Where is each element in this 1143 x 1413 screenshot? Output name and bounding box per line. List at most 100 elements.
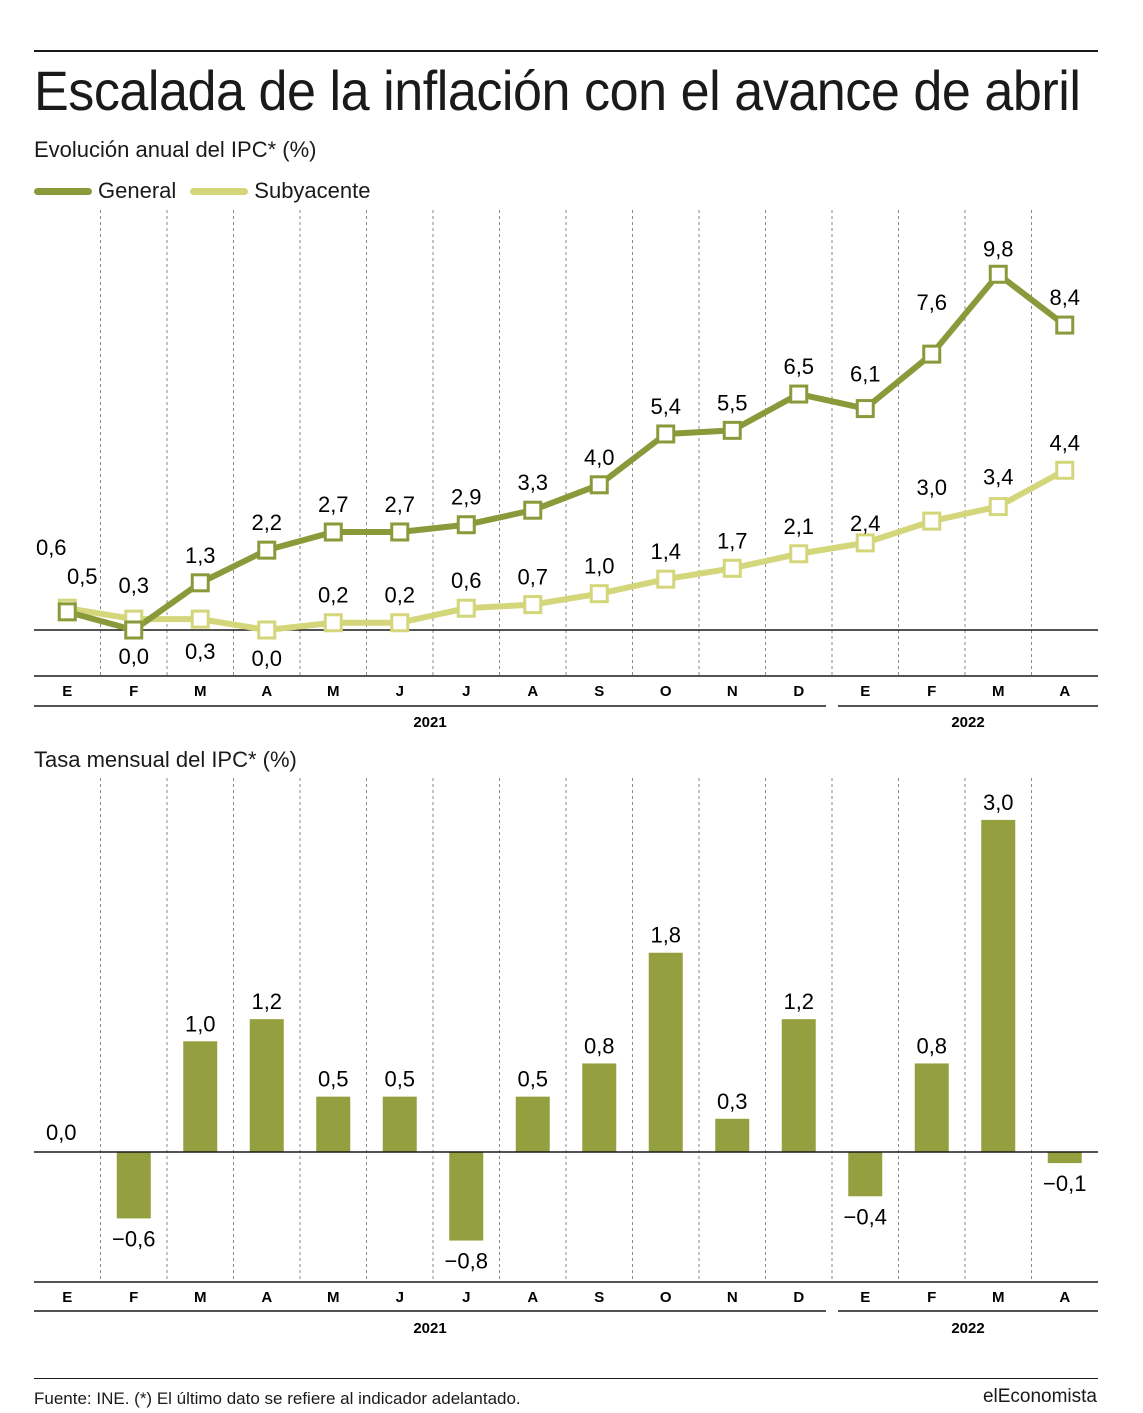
bar-value-label-15: −0,1 — [1043, 1171, 1086, 1196]
x-tick-label-14: M — [992, 683, 1005, 700]
marker-subyacente-14 — [988, 497, 1008, 517]
x-tick-label-11: D — [793, 683, 804, 700]
bar-3 — [249, 1019, 284, 1152]
line-chart-subtitle: Evolución anual del IPC* (%) — [34, 137, 317, 162]
data-label-general-10: 5,5 — [717, 390, 748, 415]
x-tick-label-8: S — [594, 683, 604, 700]
bar-4 — [316, 1096, 351, 1152]
data-label-subyacente-1: 0,3 — [118, 573, 149, 598]
marker-subyacente-11 — [789, 544, 809, 564]
x-tick-label-15: A — [1059, 683, 1070, 700]
data-label-general-6: 2,9 — [451, 485, 482, 510]
bar-value-label-13: 0,8 — [916, 1033, 947, 1058]
footer-rule — [34, 1378, 1098, 1379]
bar-x-tick-label-13: F — [927, 1289, 936, 1306]
x-tick-label-3: A — [261, 683, 272, 700]
bar-year-label-2022: 2022 — [951, 1320, 984, 1337]
data-label-subyacente-6: 0,6 — [451, 568, 482, 593]
marker-general-4 — [323, 522, 343, 542]
marker-general-5 — [390, 522, 410, 542]
bar-x-tick-label-5: J — [396, 1289, 404, 1306]
legend: General Subyacente — [34, 176, 384, 206]
data-label-subyacente-13: 3,0 — [916, 475, 947, 500]
bar-x-tick-label-10: N — [727, 1289, 738, 1306]
bar-11 — [781, 1019, 816, 1152]
bar-x-tick-label-8: S — [594, 1289, 604, 1306]
bar-x-tick-label-11: D — [793, 1289, 804, 1306]
data-label-general-14: 9,8 — [983, 236, 1014, 261]
data-label-subyacente-2: 0,3 — [185, 639, 216, 664]
series-line-subyacente — [66, 467, 1067, 633]
annual-line-chart: E F M A M J J A S O N D E F M A 2021 2022 0,5 0,0 1,3 2,2 2,7 2… — [34, 210, 1098, 731]
data-label-general-7: 3,3 — [517, 470, 548, 495]
bar-value-label-7: 0,5 — [517, 1067, 548, 1092]
x-tick-label-6: J — [462, 683, 470, 700]
bar-value-label-3: 1,2 — [251, 989, 282, 1014]
x-tick-label-4: M — [327, 683, 340, 700]
bar-value-label-0: 0,0 — [46, 1120, 77, 1145]
marker-general-12 — [855, 399, 875, 419]
bar-x-tick-label-2: M — [194, 1289, 207, 1306]
marker-general-3 — [257, 540, 277, 560]
data-label-subyacente-4: 0,2 — [318, 583, 349, 608]
marker-general-13 — [922, 344, 942, 364]
x-tick-label-13: F — [927, 683, 936, 700]
legend-swatch-subyacente — [190, 187, 249, 195]
bar-12 — [848, 1152, 883, 1197]
bar-year-label-2021: 2021 — [413, 1320, 446, 1337]
marker-subyacente-4 — [323, 613, 343, 633]
bar-x-tick-label-1: F — [129, 1289, 138, 1306]
data-label-subyacente-10: 1,7 — [717, 528, 748, 553]
legend-swatch-general — [34, 187, 92, 195]
data-label-subyacente-15: 4,4 — [1049, 430, 1080, 455]
data-label-subyacente-14: 3,4 — [983, 465, 1014, 490]
data-label-subyacente-3: 0,0 — [251, 646, 282, 671]
data-label-subyacente-0: 0,6 — [36, 535, 67, 560]
x-tick-label-0: E — [62, 683, 72, 700]
legend-label-general: General — [98, 178, 177, 203]
marker-general-8 — [589, 475, 609, 495]
bar-value-label-1: −0,6 — [112, 1226, 155, 1251]
marker-general-10 — [722, 420, 742, 440]
source-note: Fuente: INE. (*) El último dato se refie… — [34, 1389, 521, 1408]
data-label-general-3: 2,2 — [251, 510, 282, 535]
data-label-subyacente-11: 2,1 — [783, 514, 814, 539]
x-tick-label-12: E — [860, 683, 870, 700]
bar-value-label-9: 1,8 — [650, 923, 681, 948]
data-label-subyacente-12: 2,4 — [850, 511, 881, 536]
brand-logo: elEconomista — [982, 1386, 1097, 1407]
bar-value-label-8: 0,8 — [584, 1033, 615, 1058]
bar-x-tick-label-14: M — [992, 1289, 1005, 1306]
marker-subyacente-7 — [523, 595, 543, 615]
bar-15 — [1047, 1152, 1082, 1164]
data-label-general-15: 8,4 — [1049, 285, 1080, 310]
bar-value-label-5: 0,5 — [384, 1067, 415, 1092]
marker-subyacente-2 — [190, 609, 210, 629]
bar-x-tick-label-12: E — [860, 1289, 870, 1306]
bar-6 — [449, 1152, 484, 1241]
bar-13 — [914, 1063, 949, 1152]
marker-general-1 — [124, 620, 144, 640]
marker-subyacente-12 — [855, 533, 875, 553]
data-label-subyacente-8: 1,0 — [584, 554, 615, 579]
series-line-general — [66, 271, 1067, 633]
marker-general-7 — [523, 500, 543, 520]
marker-subyacente-3 — [257, 620, 277, 640]
bar-x-tick-label-15: A — [1059, 1289, 1070, 1306]
x-tick-label-5: J — [396, 683, 404, 700]
marker-subyacente-9 — [656, 569, 676, 589]
data-label-subyacente-9: 1,4 — [650, 539, 681, 564]
bar-1 — [116, 1152, 151, 1219]
bar-value-label-2: 1,0 — [185, 1011, 216, 1036]
bar-x-tick-label-4: M — [327, 1289, 340, 1306]
marker-subyacente-8 — [589, 584, 609, 604]
marker-subyacente-15 — [1055, 460, 1075, 480]
data-label-general-4: 2,7 — [318, 492, 349, 517]
bar-value-label-11: 1,2 — [783, 989, 814, 1014]
marker-subyacente-13 — [922, 511, 942, 531]
bar-8 — [582, 1063, 617, 1152]
data-label-general-8: 4,0 — [584, 445, 615, 470]
bar-x-tick-label-3: A — [261, 1289, 272, 1306]
top-rule — [34, 50, 1098, 52]
bar-9 — [648, 952, 683, 1152]
